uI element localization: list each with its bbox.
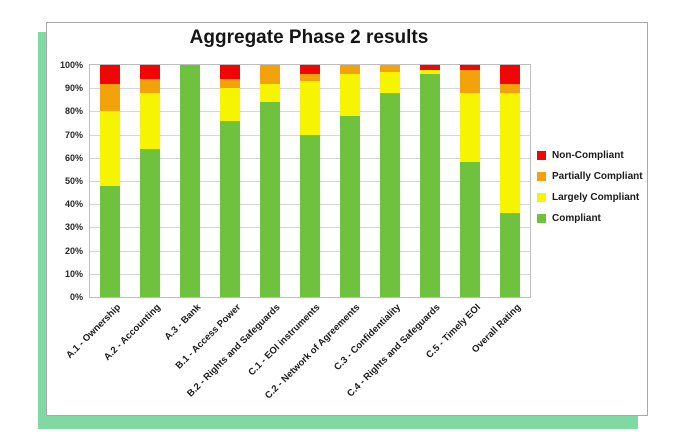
bar-segment-compliant <box>140 148 160 297</box>
bar-segment-compliant <box>420 74 440 297</box>
bar-segment-partially-compliant <box>460 69 480 93</box>
bar-segment-largely-compliant <box>500 92 520 214</box>
stacked-bar <box>340 65 360 297</box>
y-axis-tick-label: 80% <box>64 106 83 117</box>
bar-segment-compliant <box>460 162 480 297</box>
stacked-bar <box>420 65 440 297</box>
bar-segment-non-compliant <box>420 65 440 70</box>
legend-label: Non-Compliant <box>552 150 624 161</box>
legend-swatch-icon <box>537 172 546 181</box>
stacked-bar <box>260 65 280 297</box>
legend-swatch-icon <box>537 214 546 223</box>
bar-segment-non-compliant <box>300 65 320 75</box>
y-axis-tick-label: 100% <box>59 60 83 70</box>
bar-segment-partially-compliant <box>140 78 160 93</box>
stacked-bar <box>500 65 520 297</box>
legend-item: Compliant <box>537 208 643 229</box>
bar-segment-non-compliant <box>100 65 120 84</box>
legend-item: Non-Compliant <box>537 145 643 166</box>
bar-segment-non-compliant <box>460 65 480 70</box>
bar-segment-compliant <box>220 120 240 297</box>
bar-segment-partially-compliant <box>100 83 120 112</box>
bar-segment-largely-compliant <box>340 74 360 117</box>
bar-segment-largely-compliant <box>260 83 280 103</box>
stacked-bar <box>140 65 160 297</box>
y-axis-tick-label: 90% <box>64 83 83 94</box>
y-axis-tick-label: 70% <box>64 129 83 140</box>
y-axis-tick-label: 40% <box>64 199 83 210</box>
y-axis-tick-label: 20% <box>64 245 83 256</box>
bar-segment-non-compliant <box>500 65 520 84</box>
bar-segment-partially-compliant <box>260 65 280 84</box>
chart-legend: Non-Compliant Partially Compliant Largely … <box>537 145 643 229</box>
bar-segment-largely-compliant <box>300 81 320 135</box>
stacked-bar <box>180 65 200 297</box>
bar-segment-compliant <box>340 116 360 297</box>
plot-area <box>89 64 531 298</box>
bar-segment-partially-compliant <box>380 65 400 72</box>
legend-label: Compliant <box>552 213 601 224</box>
bar-segment-compliant <box>380 92 400 297</box>
bar-segment-partially-compliant <box>340 65 360 75</box>
bar-segment-largely-compliant <box>220 88 240 121</box>
legend-item: Largely Compliant <box>537 187 643 208</box>
legend-item: Partially Compliant <box>537 166 643 187</box>
bar-segment-largely-compliant <box>380 71 400 93</box>
bar-segment-partially-compliant <box>500 83 520 93</box>
bar-segment-non-compliant <box>220 65 240 79</box>
chart-panel: Aggregate Phase 2 results 100% 90% 80% 70% 6… <box>46 22 648 416</box>
y-axis-tick-label: 0% <box>69 292 83 302</box>
stacked-bar <box>380 65 400 297</box>
stacked-bar <box>100 65 120 297</box>
bar-segment-non-compliant <box>140 65 160 79</box>
bar-segment-largely-compliant <box>100 111 120 186</box>
chart-title: Aggregate Phase 2 results <box>189 27 429 48</box>
y-axis-tick-label: 10% <box>64 268 83 279</box>
x-axis-category-label: C.1 - EOI instruments <box>246 302 323 379</box>
bar-segment-compliant <box>300 134 320 297</box>
y-axis-tick-label: 60% <box>64 152 83 163</box>
bar-segment-compliant <box>500 213 520 297</box>
bar-segment-compliant <box>180 65 200 297</box>
stacked-bar <box>460 65 480 297</box>
legend-swatch-icon <box>537 193 546 202</box>
bar-segment-compliant <box>100 185 120 297</box>
bar-segment-largely-compliant <box>420 69 440 75</box>
bar-segment-largely-compliant <box>460 92 480 163</box>
bar-segment-partially-compliant <box>300 74 320 82</box>
stacked-bar <box>300 65 320 297</box>
bar-segment-compliant <box>260 102 280 297</box>
legend-swatch-icon <box>537 151 546 160</box>
stacked-bar <box>220 65 240 297</box>
legend-label: Partially Compliant <box>552 171 643 182</box>
x-axis-category-label: A.3 - Bank <box>162 302 203 343</box>
bar-segment-partially-compliant <box>220 78 240 89</box>
y-axis-tick-label: 30% <box>64 222 83 233</box>
legend-label: Largely Compliant <box>552 192 640 203</box>
y-axis-tick-label: 50% <box>64 176 83 186</box>
bar-segment-largely-compliant <box>140 92 160 149</box>
